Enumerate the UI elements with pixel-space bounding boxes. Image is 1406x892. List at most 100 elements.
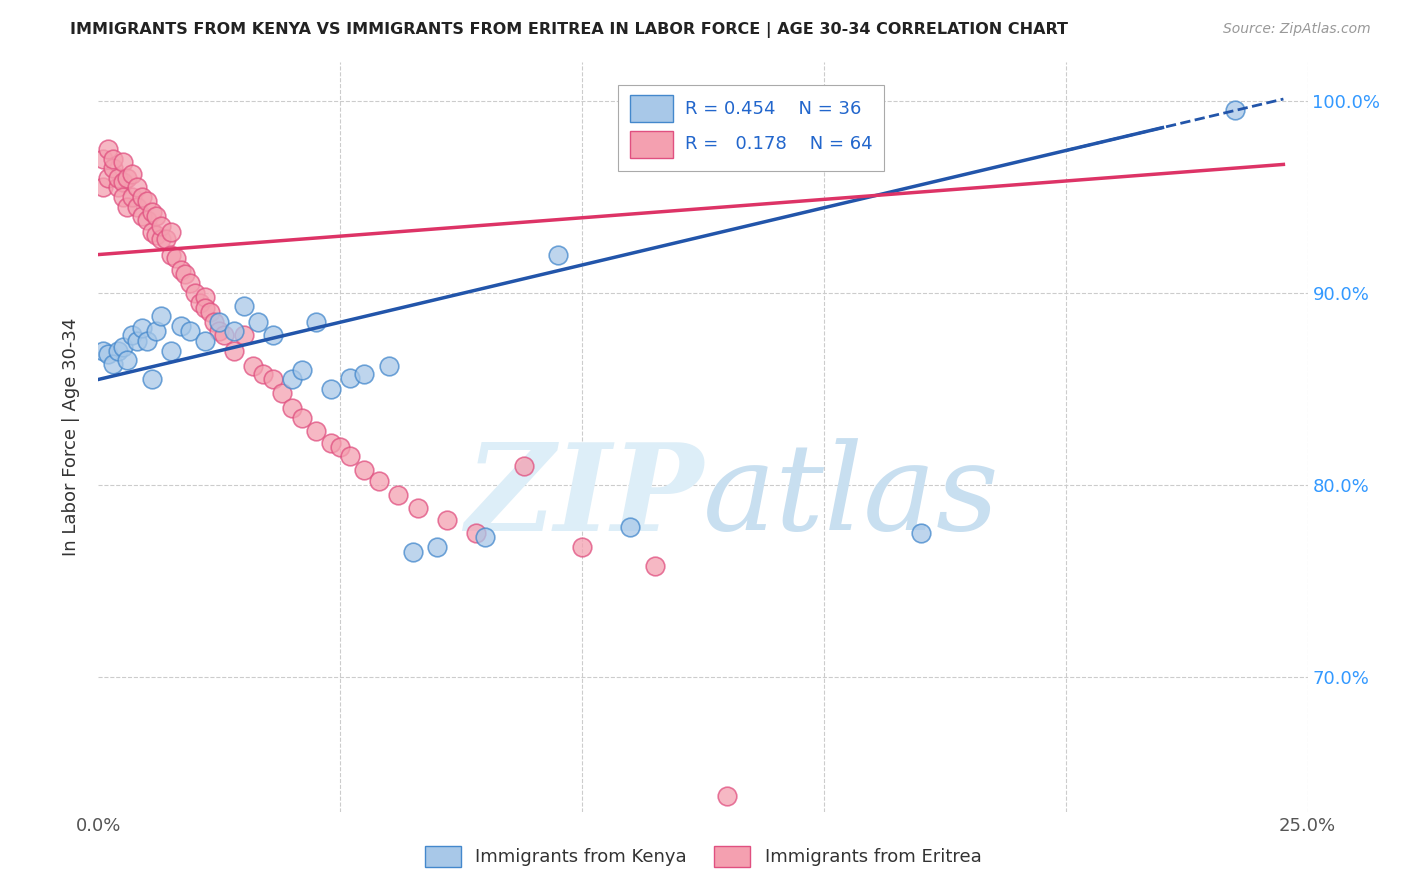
Point	[169, 318, 191, 333]
Point	[387, 488, 409, 502]
Point	[131, 320, 153, 334]
Point	[547, 247, 569, 261]
Point	[329, 440, 352, 454]
Y-axis label: In Labor Force | Age 30-34: In Labor Force | Age 30-34	[62, 318, 80, 557]
Point	[107, 180, 129, 194]
Point	[107, 343, 129, 358]
Point	[121, 190, 143, 204]
Point	[174, 267, 197, 281]
Point	[169, 263, 191, 277]
Point	[111, 175, 134, 189]
Point	[165, 252, 187, 266]
Point	[571, 540, 593, 554]
Point	[1223, 103, 1246, 118]
Point	[111, 190, 134, 204]
Point	[145, 228, 167, 243]
Point	[135, 334, 157, 348]
Point	[150, 219, 173, 233]
Point	[222, 343, 245, 358]
Text: R = 0.454    N = 36: R = 0.454 N = 36	[685, 100, 862, 118]
Legend: Immigrants from Kenya, Immigrants from Eritrea: Immigrants from Kenya, Immigrants from E…	[418, 838, 988, 874]
Point	[141, 372, 163, 386]
Point	[464, 526, 486, 541]
Text: atlas: atlas	[703, 438, 1000, 556]
Point	[127, 180, 149, 194]
Point	[111, 340, 134, 354]
Point	[155, 232, 177, 246]
Point	[305, 425, 328, 439]
Text: ZIP: ZIP	[465, 438, 703, 557]
Point	[474, 530, 496, 544]
Point	[135, 194, 157, 208]
FancyBboxPatch shape	[619, 85, 884, 171]
Point	[141, 205, 163, 219]
Point	[117, 353, 139, 368]
Text: IMMIGRANTS FROM KENYA VS IMMIGRANTS FROM ERITREA IN LABOR FORCE | AGE 30-34 CORR: IMMIGRANTS FROM KENYA VS IMMIGRANTS FROM…	[70, 22, 1069, 38]
Point	[91, 343, 114, 358]
Point	[305, 315, 328, 329]
Point	[204, 315, 226, 329]
Point	[160, 343, 183, 358]
Text: Source: ZipAtlas.com: Source: ZipAtlas.com	[1223, 22, 1371, 37]
Point	[160, 225, 183, 239]
Point	[131, 209, 153, 223]
Point	[121, 167, 143, 181]
Point	[150, 309, 173, 323]
Point	[121, 328, 143, 343]
Point	[131, 190, 153, 204]
Text: R =   0.178    N = 64: R = 0.178 N = 64	[685, 135, 873, 153]
Point	[101, 161, 124, 175]
Point	[111, 155, 134, 169]
Point	[145, 325, 167, 339]
Point	[619, 520, 641, 534]
Point	[319, 382, 342, 396]
Point	[127, 334, 149, 348]
Point	[290, 410, 312, 425]
Point	[716, 789, 738, 804]
Point	[150, 232, 173, 246]
Point	[208, 325, 231, 339]
Point	[97, 142, 120, 156]
Point	[97, 170, 120, 185]
Point	[262, 372, 284, 386]
Point	[179, 277, 201, 291]
Point	[212, 328, 235, 343]
Point	[188, 295, 211, 310]
Point	[117, 200, 139, 214]
Point	[145, 209, 167, 223]
Point	[117, 170, 139, 185]
Point	[107, 170, 129, 185]
Point	[377, 359, 399, 373]
FancyBboxPatch shape	[630, 130, 672, 158]
Point	[232, 328, 254, 343]
Point	[513, 458, 536, 473]
Point	[910, 526, 932, 541]
Point	[644, 558, 666, 573]
Point	[262, 328, 284, 343]
Point	[179, 325, 201, 339]
Point	[271, 385, 294, 400]
Point	[101, 152, 124, 166]
Point	[353, 367, 375, 381]
Point	[290, 363, 312, 377]
FancyBboxPatch shape	[630, 95, 672, 122]
Point	[160, 247, 183, 261]
Point	[247, 315, 270, 329]
Point	[281, 401, 304, 416]
Point	[353, 463, 375, 477]
Point	[368, 475, 391, 489]
Point	[198, 305, 221, 319]
Point	[222, 325, 245, 339]
Point	[252, 367, 274, 381]
Point	[91, 152, 114, 166]
Point	[127, 200, 149, 214]
Point	[91, 180, 114, 194]
Point	[319, 435, 342, 450]
Point	[194, 290, 217, 304]
Point	[101, 357, 124, 371]
Point	[436, 513, 458, 527]
Point	[426, 540, 449, 554]
Point	[208, 315, 231, 329]
Point	[339, 450, 361, 464]
Point	[406, 501, 429, 516]
